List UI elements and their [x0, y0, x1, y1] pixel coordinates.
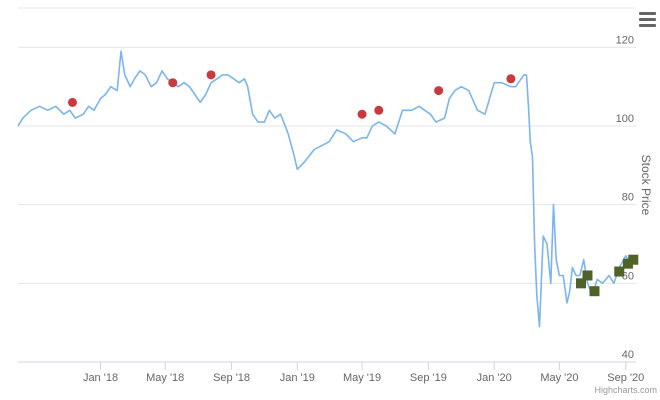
series-layer: [17, 50, 637, 328]
square-marker: [614, 266, 625, 277]
square-marker: [628, 254, 639, 265]
circle-marker: [67, 97, 77, 107]
circle-marker: [168, 78, 178, 88]
y-tick-label: 40: [622, 349, 634, 361]
chart-menu-button[interactable]: [634, 8, 660, 30]
credits-link[interactable]: Highcharts.com: [594, 385, 657, 395]
hamburger-menu-icon: [639, 12, 656, 27]
x-tick-label: May '19: [343, 372, 381, 384]
x-tick-label: Sep '19: [410, 372, 447, 384]
y-tick-label: 120: [616, 34, 634, 46]
y-tick-label: 60: [622, 270, 634, 282]
y-tick-labels: 40 60 80 100 120: [616, 34, 634, 361]
stock-price-line: [17, 50, 637, 328]
x-tick-label: May '20: [540, 372, 578, 384]
circle-marker: [434, 86, 444, 96]
square-marker: [589, 286, 600, 297]
x-ticks: Jan '18 May '18 Sep '18 Jan '19 May '19 Sep '…: [83, 362, 644, 384]
circle-marker: [357, 109, 367, 119]
y-tick-label: 100: [616, 113, 634, 125]
x-tick-label: Jan '19: [280, 372, 315, 384]
x-tick-label: Jan '20: [477, 372, 512, 384]
circle-marker: [374, 105, 384, 115]
y-axis-title: Stock Price: [639, 155, 653, 216]
x-tick-label: May '18: [146, 372, 184, 384]
x-tick-label: Sep '20: [607, 372, 644, 384]
x-tick-label: Jan '18: [83, 372, 118, 384]
x-tick-label: Sep '18: [213, 372, 250, 384]
markers-layer: [67, 70, 639, 297]
square-marker: [575, 278, 586, 289]
square-marker: [622, 258, 633, 269]
circle-marker: [506, 74, 516, 84]
y-tick-label: 80: [622, 192, 634, 204]
square-marker: [582, 270, 593, 281]
circle-marker: [206, 70, 216, 80]
